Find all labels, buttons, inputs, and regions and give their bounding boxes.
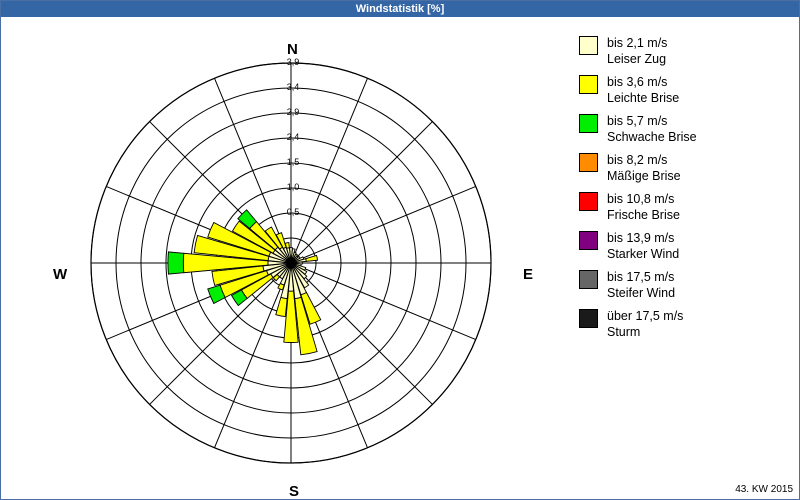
windrose-petal-segment — [231, 220, 276, 254]
legend-item: bis 5,7 m/s Schwache Brise — [579, 113, 789, 145]
legend-description: Starker Wind — [607, 247, 680, 261]
windrose-petal-segment — [264, 226, 284, 250]
windrose-petal-segment — [237, 209, 258, 230]
legend-swatch — [579, 153, 598, 172]
legend-swatch — [579, 192, 598, 211]
legend-item: bis 8,2 m/s Mäßige Brise — [579, 152, 789, 184]
legend-description: Schwache Brise — [607, 130, 697, 144]
legend-item: über 17,5 m/s Sturm — [579, 308, 789, 340]
radial-tick-label: 2,4 — [286, 132, 300, 142]
legend-description: Sturm — [607, 325, 641, 339]
radial-tick-label: 1,0 — [286, 182, 300, 192]
window-title: Windstatistik [%] — [355, 3, 445, 15]
legend-speed-range: bis 2,1 m/s — [607, 36, 668, 50]
radial-tick-label: 3,4 — [286, 82, 300, 92]
windrose-petal-segment — [193, 234, 270, 262]
legend-swatch — [579, 309, 598, 328]
legend-swatch — [579, 36, 598, 55]
windrose-petal-segment — [207, 221, 272, 257]
radial-tick-label: 3,9 — [286, 57, 300, 67]
footer-week-label: 43. KW 2015 — [735, 484, 793, 495]
compass-label-north: N — [287, 41, 298, 58]
legend-swatch — [579, 75, 598, 94]
windrose-petal-segment — [277, 282, 285, 291]
legend-description: Steifer Wind — [607, 286, 676, 300]
legend-speed-range: bis 8,2 m/s — [607, 153, 668, 167]
windrose-petal-segment — [207, 284, 226, 305]
legend-description: Leiser Zug — [607, 52, 667, 66]
windrose-petal-segment — [283, 290, 299, 343]
compass-label-south: S — [289, 483, 300, 500]
windrose-petal-segment — [167, 251, 185, 275]
legend-speed-range: über 17,5 m/s — [607, 309, 684, 323]
legend: bis 2,1 m/s Leiser Zug bis 3,6 m/s Leichte … — [579, 35, 789, 347]
compass-label-west: W — [53, 266, 68, 283]
windrose-svg — [90, 62, 492, 464]
legend-item: bis 2,1 m/s Leiser Zug — [579, 35, 789, 67]
legend-label: bis 2,1 m/s Leiser Zug — [607, 35, 667, 67]
radial-tick-label: 1,5 — [286, 157, 300, 167]
legend-item: bis 3,6 m/s Leichte Brise — [579, 74, 789, 106]
legend-label: bis 13,9 m/s Starker Wind — [607, 230, 679, 262]
legend-speed-range: bis 13,9 m/s — [607, 231, 675, 245]
legend-label: bis 8,2 m/s Mäßige Brise — [607, 152, 681, 184]
legend-label: bis 17,5 m/s Steifer Wind — [607, 269, 675, 301]
windrose-petal-segment — [275, 232, 287, 250]
legend-label: über 17,5 m/s Sturm — [607, 308, 683, 340]
legend-swatch — [579, 270, 598, 289]
compass-label-east: E — [523, 266, 534, 283]
legend-speed-range: bis 3,6 m/s — [607, 75, 668, 89]
window-titlebar: Windstatistik [%] — [1, 1, 799, 17]
legend-label: bis 10,8 m/s Frische Brise — [607, 191, 680, 223]
radial-tick-label: 0,5 — [286, 207, 300, 217]
windrose-petal-segment — [300, 291, 322, 325]
windrose-petal-segment — [305, 254, 319, 262]
legend-speed-range: bis 10,8 m/s — [607, 192, 675, 206]
legend-description: Leichte Brise — [607, 91, 680, 105]
legend-speed-range: bis 17,5 m/s — [607, 270, 675, 284]
windrose-petal-segment — [230, 289, 248, 307]
legend-description: Mäßige Brise — [607, 169, 681, 183]
legend-item: bis 17,5 m/s Steifer Wind — [579, 269, 789, 301]
windrose-petal-segment — [294, 296, 318, 356]
windrose-petal-segment — [275, 296, 288, 318]
windrose-chart: N S W E 0,5 1,0 1,5 2,4 2,9 3,4 3,9 — [1, 17, 561, 500]
legend-label: bis 5,7 m/s Schwache Brise — [607, 113, 697, 145]
legend-description: Frische Brise — [607, 208, 680, 222]
legend-label: bis 3,6 m/s Leichte Brise — [607, 74, 679, 106]
legend-item: bis 10,8 m/s Frische Brise — [579, 191, 789, 223]
windrose-petal-segment — [284, 242, 290, 249]
legend-speed-range: bis 5,7 m/s — [607, 114, 668, 128]
radial-tick-label: 2,9 — [286, 107, 300, 117]
legend-swatch — [579, 231, 598, 250]
windrose-petal-segment — [211, 265, 265, 287]
legend-swatch — [579, 114, 598, 133]
legend-item: bis 13,9 m/s Starker Wind — [579, 230, 789, 262]
